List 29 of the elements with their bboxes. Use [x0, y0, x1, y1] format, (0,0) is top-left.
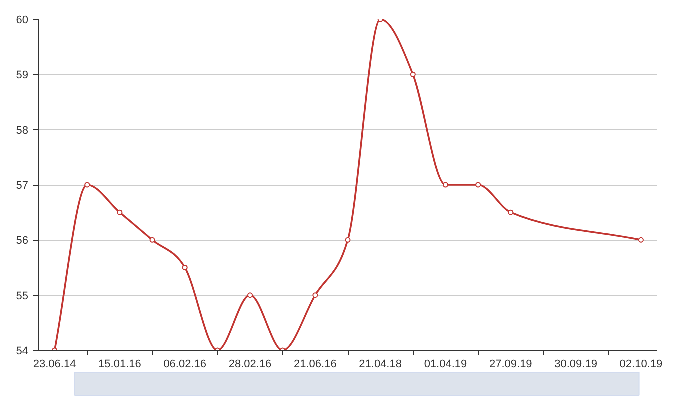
- point: [345, 237, 351, 243]
- x-tick-label: 02.10.19: [620, 358, 663, 370]
- x-tick-label: 28.02.16: [228, 358, 272, 370]
- point: [410, 72, 416, 78]
- x-tick-label: 21.06.16: [294, 358, 337, 370]
- point: [508, 210, 514, 216]
- y-tick-label: 57: [16, 180, 29, 192]
- y-tick-label: 55: [16, 290, 29, 302]
- point: [84, 182, 90, 188]
- point: [248, 292, 254, 298]
- x-tick-label: 06.02.16: [164, 358, 207, 370]
- y-tick-label: 56: [16, 235, 29, 248]
- x-tick-label: 15.01.16: [98, 358, 142, 370]
- point: [476, 182, 482, 188]
- x-tick-label: 27.09.19: [489, 358, 532, 370]
- x-tick-label: 21.04.18: [359, 358, 402, 370]
- point: [312, 292, 318, 298]
- point: [150, 237, 156, 243]
- y-tick-label: 58: [16, 124, 29, 137]
- y-tick-label: 54: [16, 346, 29, 358]
- point: [638, 237, 644, 243]
- point: [442, 182, 448, 188]
- y-tick-label: 60: [16, 14, 29, 26]
- y-tick-label: 59: [16, 70, 29, 82]
- point: [117, 210, 123, 216]
- point: [182, 265, 188, 270]
- x-tick-label: 01.04.19: [424, 358, 468, 370]
- x-tick-label: 30.09.19: [554, 358, 598, 370]
- x-tick-label: 23.06.14: [33, 358, 76, 370]
